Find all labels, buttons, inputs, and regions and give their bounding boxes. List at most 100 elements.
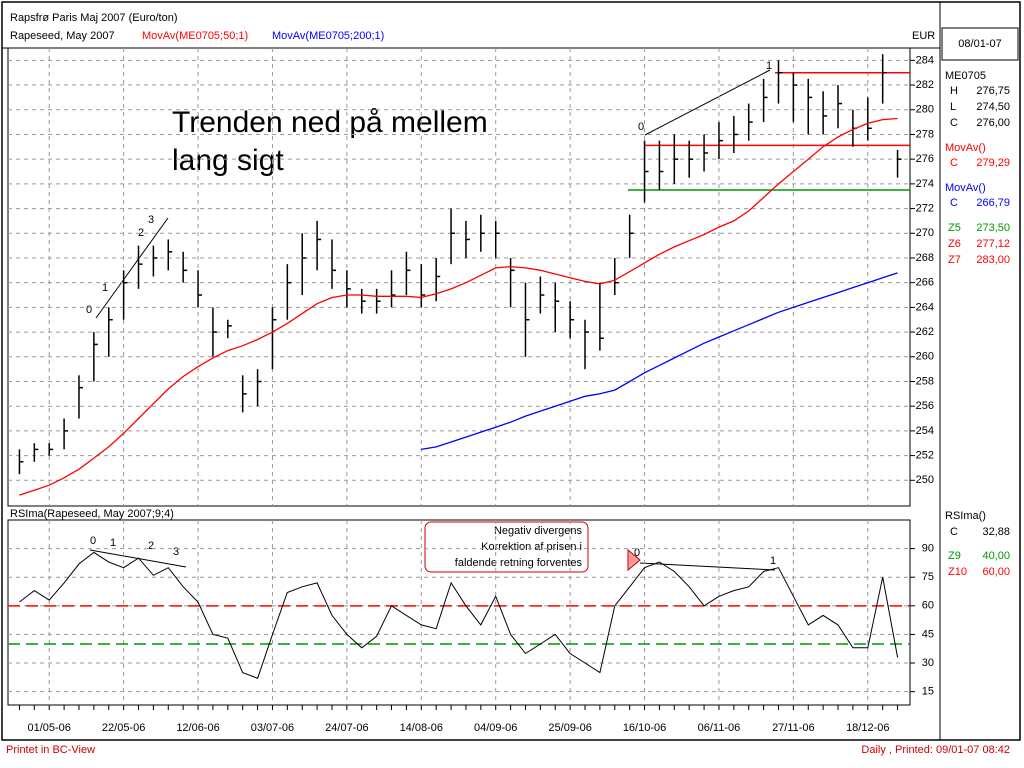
- readout-text: Z9: [948, 550, 961, 562]
- y-tick-label: 278: [916, 128, 934, 140]
- annotation: Trenden ned på mellem: [172, 106, 488, 139]
- x-tick-label: 12/06-06: [176, 722, 219, 734]
- readout-text: 60,00: [982, 566, 1010, 578]
- readout-text: RSIma(): [945, 510, 986, 522]
- marker: [627, 548, 641, 572]
- readout-text: C: [950, 157, 958, 169]
- wave-label: 3: [173, 546, 179, 558]
- y-tick-label: 284: [916, 54, 934, 66]
- trend-line: [644, 69, 771, 136]
- x-tick-label: 16/10-06: [623, 722, 666, 734]
- y-tick-label: 258: [916, 375, 934, 387]
- frame: [1, 1, 1021, 741]
- readout-text: Z6: [948, 238, 961, 250]
- readout-text: MovAv(): [945, 142, 986, 154]
- legend-entry: MovAv(ME0705;50;1): [142, 30, 248, 42]
- rsi-frame: [7, 519, 911, 706]
- wave-label: 0: [634, 547, 640, 559]
- date-label: 08/01-07: [958, 38, 1001, 50]
- chart-title: Rapsfrø Paris Maj 2007 (Euro/ton): [10, 12, 178, 24]
- y-tick-label: 45: [922, 628, 934, 640]
- y-tick-label: 270: [916, 227, 934, 239]
- chart-subtitle: Rapeseed, May 2007: [10, 30, 115, 42]
- readout-text: 276,75: [976, 85, 1010, 97]
- x-tick-label: 14/08-06: [400, 722, 443, 734]
- readout-text: 32,88: [982, 526, 1010, 538]
- legend-entry: MovAv(ME0705;200;1): [272, 30, 384, 42]
- y-tick-label: 280: [916, 104, 934, 116]
- y-tick-label: 90: [922, 543, 934, 555]
- date-box: [941, 27, 1019, 61]
- y-tick-label: 256: [916, 400, 934, 412]
- readout-text: Z7: [948, 254, 961, 266]
- wave-label: 2: [148, 540, 154, 552]
- rsi-line: [19, 551, 899, 679]
- readout-text: 276,00: [976, 117, 1010, 129]
- x-tick-label: 22/05-06: [102, 722, 145, 734]
- wave-label: 3: [148, 214, 154, 226]
- trend-line: [95, 217, 169, 319]
- readout-text: H: [950, 85, 958, 97]
- y-tick-label: 276: [916, 153, 934, 165]
- x-tick-label: 01/05-06: [27, 722, 70, 734]
- readout-text: 277,12: [976, 238, 1010, 250]
- x-tick-label: 24/07-06: [325, 722, 368, 734]
- moving-average: [421, 272, 898, 451]
- y-tick-label: 250: [916, 474, 934, 486]
- wave-label: 0: [90, 535, 96, 547]
- wave-label: 2: [138, 227, 144, 239]
- readout-text: 283,00: [976, 254, 1010, 266]
- x-tick-label: 25/09-06: [548, 722, 591, 734]
- footer-left: Printet in BC-View: [6, 744, 95, 756]
- rsi-title: RSIma(Rapeseed, May 2007;9;4): [10, 508, 174, 520]
- y-tick-label: 282: [916, 79, 934, 91]
- callout-text: Negativ divergens: [494, 525, 583, 537]
- y-tick-label: 15: [922, 686, 934, 698]
- y-tick-label: 30: [922, 657, 934, 669]
- x-tick-label: 27/11-06: [772, 722, 815, 734]
- x-tick-label: 04/09-06: [474, 722, 517, 734]
- moving-average: [19, 117, 898, 496]
- y-tick-label: 274: [916, 178, 934, 190]
- readout-text: 266,79: [976, 197, 1010, 209]
- readout-text: 40,00: [982, 550, 1010, 562]
- y-tick-label: 252: [916, 450, 934, 462]
- readout-text: Z10: [948, 566, 967, 578]
- unit-label: EUR: [912, 30, 935, 42]
- y-tick-label: 260: [916, 351, 934, 363]
- x-tick-label: 06/11-06: [698, 722, 741, 734]
- wave-label: 1: [770, 555, 776, 567]
- callout-text: Korrektion af prisen i: [481, 541, 582, 553]
- readout-text: 273,50: [976, 222, 1010, 234]
- wave-label: 1: [110, 537, 116, 549]
- y-tick-label: 254: [916, 425, 934, 437]
- readout-text: C: [950, 117, 958, 129]
- annotation: lang sigt: [172, 144, 284, 177]
- x-tick-label: 03/07-06: [251, 722, 294, 734]
- readout-text: Z5: [948, 222, 961, 234]
- x-tick-label: 18/12-06: [846, 722, 889, 734]
- price-frame: [7, 47, 911, 507]
- footer-right: Daily , Printed: 09/01-07 08:42: [861, 744, 1010, 756]
- callout-text: faldende retning forventes: [455, 557, 583, 569]
- readout-text: C: [950, 197, 958, 209]
- y-tick-label: 60: [922, 600, 934, 612]
- readout-text: 274,50: [976, 101, 1010, 113]
- y-tick-label: 264: [916, 301, 934, 313]
- readout-text: C: [950, 526, 958, 538]
- y-tick-label: 272: [916, 202, 934, 214]
- y-tick-label: 75: [922, 571, 934, 583]
- callout-box: [424, 521, 589, 573]
- wave-label: 0: [86, 304, 92, 316]
- wave-label: 1: [102, 282, 108, 294]
- y-tick-label: 266: [916, 277, 934, 289]
- y-tick-label: 268: [916, 252, 934, 264]
- readout-text: ME0705: [945, 70, 986, 82]
- readout-text: 279,29: [976, 157, 1010, 169]
- readout-text: MovAv(): [945, 182, 986, 194]
- wave-label: 1: [766, 60, 772, 72]
- y-tick-label: 262: [916, 326, 934, 338]
- readout-text: L: [950, 101, 956, 113]
- wave-label: 0: [638, 121, 644, 133]
